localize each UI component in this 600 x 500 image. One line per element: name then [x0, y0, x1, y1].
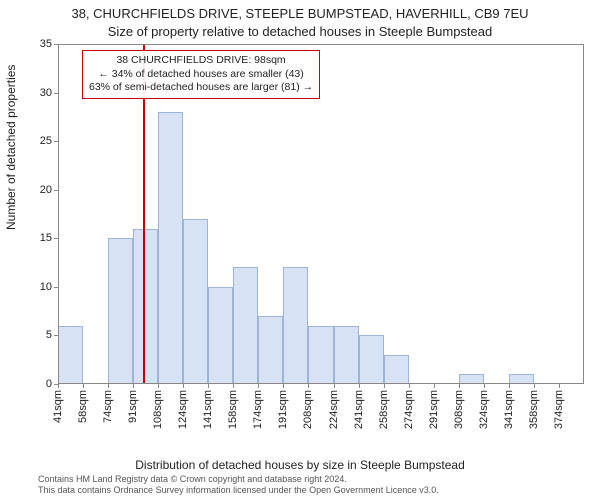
x-tick-label: 308sqm [453, 390, 465, 429]
x-tick-mark [208, 384, 209, 388]
y-tick-mark [54, 287, 58, 288]
y-tick-label: 15 [40, 232, 52, 244]
histogram-bar [334, 326, 359, 384]
y-tick-label: 25 [40, 135, 52, 147]
y-tick-mark [54, 44, 58, 45]
x-tick-label: 374sqm [553, 390, 565, 429]
histogram-bar [183, 219, 208, 384]
x-tick-mark [434, 384, 435, 388]
x-tick-label: 324sqm [478, 390, 490, 429]
x-tick-mark [133, 384, 134, 388]
y-tick-mark [54, 190, 58, 191]
x-tick-label: 258sqm [378, 390, 390, 429]
x-tick-label: 174sqm [252, 390, 264, 429]
x-tick-mark [108, 384, 109, 388]
y-tick-label: 5 [46, 329, 52, 341]
x-tick-mark [384, 384, 385, 388]
x-tick-mark [233, 384, 234, 388]
chart-plot-area: 0510152025303541sqm58sqm74sqm91sqm108sqm… [58, 44, 584, 384]
info-line-3: 63% of semi-detached houses are larger (… [89, 81, 313, 95]
x-tick-mark [58, 384, 59, 388]
x-tick-label: 358sqm [528, 390, 540, 429]
info-line-2: ← 34% of detached houses are smaller (43… [89, 68, 313, 82]
x-tick-label: 108sqm [152, 390, 164, 429]
x-tick-label: 341sqm [503, 390, 515, 429]
histogram-bar [158, 112, 183, 384]
x-tick-label: 141sqm [202, 390, 214, 429]
x-tick-label: 91sqm [127, 390, 139, 423]
x-tick-mark [283, 384, 284, 388]
histogram-bar [283, 267, 308, 384]
x-axis-label: Distribution of detached houses by size … [0, 458, 600, 472]
x-tick-mark [83, 384, 84, 388]
x-tick-label: 74sqm [102, 390, 114, 423]
x-tick-label: 241sqm [353, 390, 365, 429]
x-tick-mark [509, 384, 510, 388]
histogram-bar [58, 326, 83, 384]
y-tick-label: 20 [40, 184, 52, 196]
histogram-bar [308, 326, 333, 384]
x-tick-mark [559, 384, 560, 388]
info-line-1: 38 CHURCHFIELDS DRIVE: 98sqm [89, 54, 313, 68]
x-tick-label: 124sqm [177, 390, 189, 429]
histogram-bar [108, 238, 133, 384]
y-axis-label: Number of detached properties [4, 65, 18, 230]
attribution-text: Contains HM Land Registry data © Crown c… [38, 474, 598, 496]
y-tick-label: 10 [40, 281, 52, 293]
x-tick-mark [308, 384, 309, 388]
property-info-box: 38 CHURCHFIELDS DRIVE: 98sqm ← 34% of de… [82, 50, 320, 99]
x-tick-mark [158, 384, 159, 388]
x-tick-mark [484, 384, 485, 388]
y-tick-mark [54, 238, 58, 239]
x-tick-label: 41sqm [52, 390, 64, 423]
histogram-bar [359, 335, 384, 384]
histogram-bar [258, 316, 283, 384]
address-title: 38, CHURCHFIELDS DRIVE, STEEPLE BUMPSTEA… [0, 6, 600, 21]
y-tick-label: 30 [40, 87, 52, 99]
x-tick-label: 58sqm [77, 390, 89, 423]
y-tick-label: 0 [46, 378, 52, 390]
x-tick-mark [459, 384, 460, 388]
histogram-bar [509, 374, 534, 384]
x-tick-mark [183, 384, 184, 388]
x-tick-mark [534, 384, 535, 388]
x-tick-label: 274sqm [403, 390, 415, 429]
histogram-bar [208, 287, 233, 384]
y-tick-mark [54, 93, 58, 94]
x-tick-mark [334, 384, 335, 388]
y-tick-label: 35 [40, 38, 52, 50]
x-tick-mark [409, 384, 410, 388]
x-tick-label: 191sqm [277, 390, 289, 429]
chart-subtitle: Size of property relative to detached ho… [0, 24, 600, 39]
attribution-line-1: Contains HM Land Registry data © Crown c… [38, 474, 598, 485]
attribution-line-2: This data contains Ordnance Survey infor… [38, 485, 598, 496]
x-tick-label: 208sqm [302, 390, 314, 429]
histogram-bar [133, 229, 158, 384]
y-tick-mark [54, 141, 58, 142]
x-tick-mark [359, 384, 360, 388]
x-tick-mark [258, 384, 259, 388]
histogram-bar [459, 374, 484, 384]
histogram-bar [384, 355, 409, 384]
x-tick-label: 291sqm [428, 390, 440, 429]
x-tick-label: 158sqm [227, 390, 239, 429]
x-tick-label: 224sqm [328, 390, 340, 429]
histogram-bar [233, 267, 258, 384]
